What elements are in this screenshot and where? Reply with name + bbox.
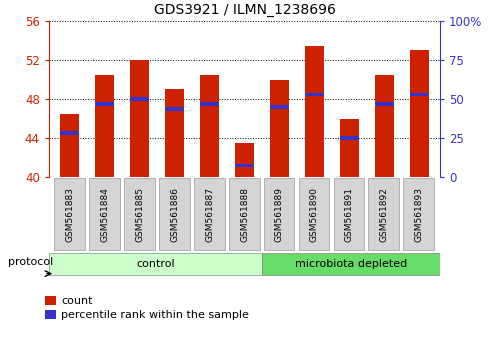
Text: GSM561891: GSM561891 [344, 187, 353, 242]
Bar [130, 60, 149, 177]
FancyBboxPatch shape [193, 178, 224, 250]
FancyBboxPatch shape [298, 178, 329, 250]
Bar [374, 102, 393, 106]
Text: GSM561890: GSM561890 [309, 187, 318, 242]
Text: control: control [136, 259, 174, 269]
FancyBboxPatch shape [263, 178, 294, 250]
FancyBboxPatch shape [228, 178, 259, 250]
Bar [165, 89, 184, 177]
Text: GSM561884: GSM561884 [100, 187, 109, 242]
Text: GSM561886: GSM561886 [170, 187, 179, 242]
FancyBboxPatch shape [368, 178, 398, 250]
Bar [409, 50, 428, 177]
Bar [409, 92, 428, 96]
Bar [304, 92, 323, 96]
FancyBboxPatch shape [49, 253, 262, 275]
FancyBboxPatch shape [54, 178, 85, 250]
Bar [234, 143, 254, 177]
Bar [200, 102, 219, 106]
Legend: count, percentile rank within the sample: count, percentile rank within the sample [44, 296, 249, 320]
Text: GSM561885: GSM561885 [135, 187, 144, 242]
Bar [95, 75, 114, 177]
Bar [269, 80, 288, 177]
Bar [269, 105, 288, 109]
Title: GDS3921 / ILMN_1238696: GDS3921 / ILMN_1238696 [153, 4, 335, 17]
Text: protocol: protocol [8, 257, 54, 268]
Text: GSM561888: GSM561888 [240, 187, 248, 242]
Bar [130, 97, 149, 101]
Text: GSM561893: GSM561893 [414, 187, 423, 242]
Text: GSM561889: GSM561889 [274, 187, 284, 242]
FancyBboxPatch shape [159, 178, 189, 250]
Bar [304, 46, 323, 177]
Text: microbiota depleted: microbiota depleted [294, 259, 407, 269]
Bar [234, 164, 254, 167]
Bar [165, 107, 184, 110]
Bar [339, 119, 358, 177]
Bar [60, 131, 80, 135]
FancyBboxPatch shape [333, 178, 364, 250]
Bar [60, 114, 80, 177]
Bar [95, 102, 114, 106]
FancyBboxPatch shape [403, 178, 433, 250]
Bar [200, 75, 219, 177]
Bar [339, 136, 358, 140]
FancyBboxPatch shape [89, 178, 120, 250]
Text: GSM561883: GSM561883 [65, 187, 74, 242]
FancyBboxPatch shape [124, 178, 154, 250]
FancyBboxPatch shape [262, 253, 439, 275]
Text: GSM561887: GSM561887 [204, 187, 214, 242]
Bar [374, 75, 393, 177]
Text: GSM561892: GSM561892 [379, 187, 388, 242]
